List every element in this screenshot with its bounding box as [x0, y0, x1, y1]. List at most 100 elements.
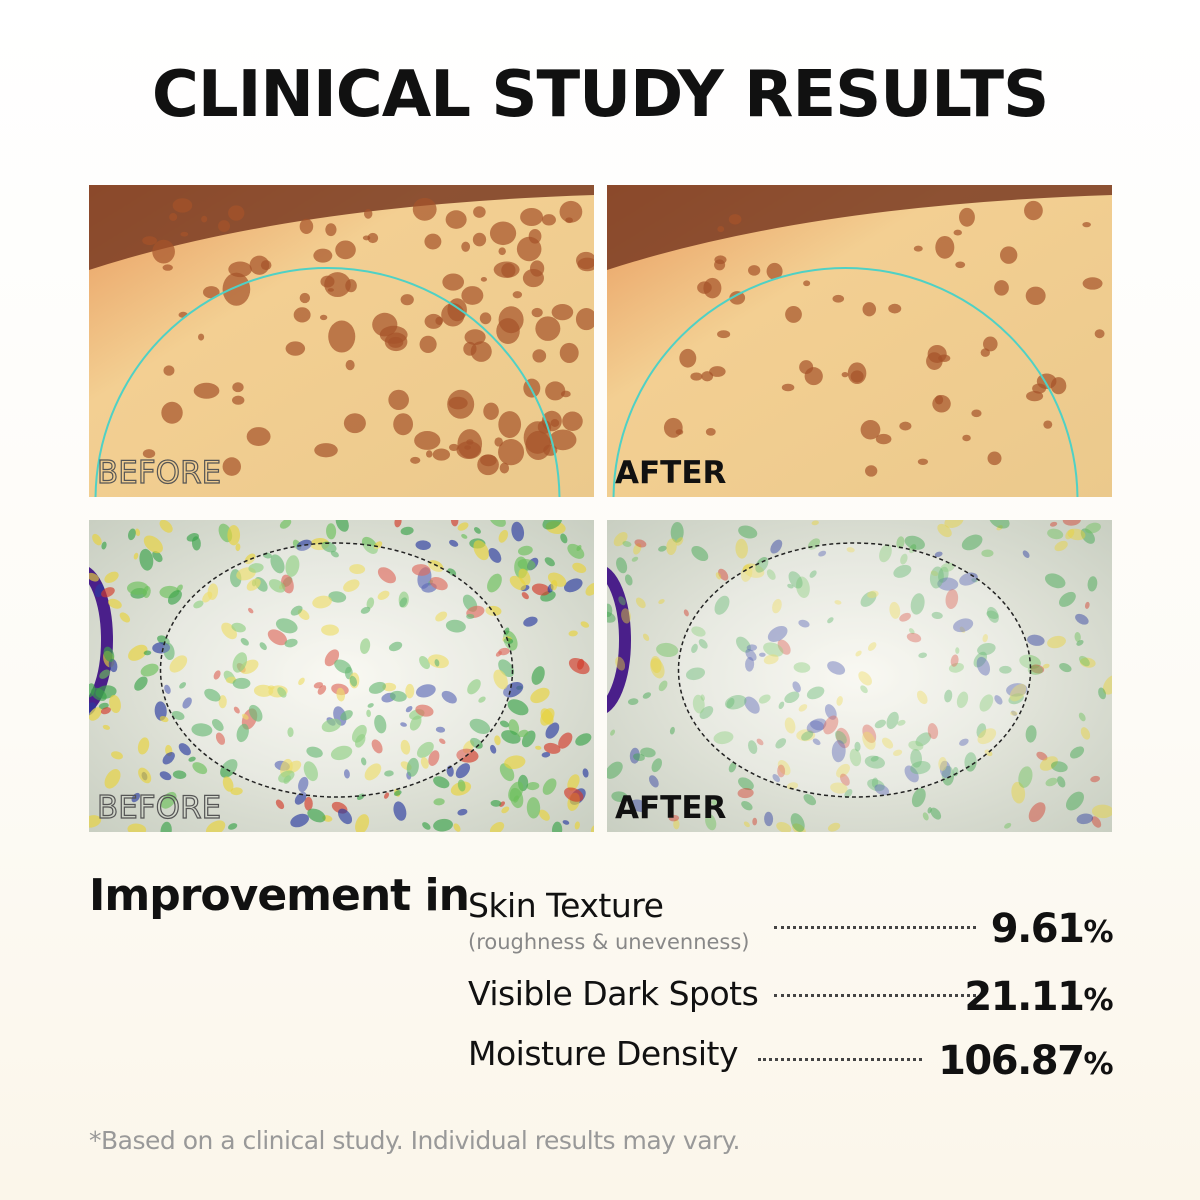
- texture: [860, 685, 868, 694]
- texture: [999, 665, 1012, 674]
- texture: [776, 822, 792, 832]
- spot: [938, 354, 951, 362]
- texture: [343, 579, 360, 592]
- spot: [461, 241, 471, 252]
- texture: [764, 811, 774, 827]
- texture: [488, 547, 502, 563]
- result-value: 106.87%: [938, 1038, 1113, 1084]
- texture: [938, 566, 949, 583]
- texture: [770, 539, 783, 554]
- spot: [480, 277, 488, 282]
- texture: [699, 706, 714, 720]
- texture: [248, 704, 263, 722]
- result-sub: (roughness & unevenness): [468, 930, 750, 954]
- texture: [971, 578, 978, 583]
- texture: [803, 794, 817, 806]
- texture: [793, 662, 811, 673]
- texture: [976, 723, 987, 739]
- texture: [918, 652, 928, 659]
- texture: [433, 818, 453, 832]
- spot: [419, 335, 437, 354]
- texture: [977, 643, 996, 656]
- texture: [669, 726, 675, 735]
- texture: [1009, 683, 1027, 702]
- texture: [987, 606, 999, 623]
- texture: [904, 765, 919, 783]
- texture: [777, 760, 791, 776]
- spot: [172, 198, 193, 213]
- texture: [108, 658, 118, 673]
- texture: [530, 687, 550, 704]
- texture: [205, 820, 226, 832]
- texture: [142, 585, 151, 599]
- texture: [162, 752, 175, 765]
- texture: [881, 737, 894, 749]
- texture: [758, 652, 766, 657]
- spot: [913, 245, 923, 252]
- texture: [827, 822, 841, 832]
- roi: [159, 542, 514, 798]
- texture: [798, 704, 808, 712]
- texture: [409, 715, 422, 731]
- texture: [658, 545, 667, 552]
- texture: [633, 753, 645, 762]
- texture: [1054, 540, 1068, 552]
- spot: [766, 262, 783, 280]
- spot: [860, 420, 881, 440]
- texture: [818, 550, 827, 557]
- texture: [89, 707, 102, 721]
- texture: [931, 611, 943, 620]
- texture: [616, 557, 628, 574]
- panel-label: BEFORE: [97, 790, 221, 826]
- spot: [971, 409, 982, 418]
- panel-label: AFTER: [615, 455, 726, 491]
- spot: [934, 395, 944, 405]
- spot: [847, 362, 867, 385]
- texture: [236, 723, 249, 743]
- texture: [89, 572, 99, 582]
- spot: [559, 200, 583, 223]
- texture: [128, 528, 136, 541]
- spot: [709, 366, 726, 377]
- texture: [862, 724, 877, 744]
- texture: [948, 662, 964, 673]
- texture: [215, 732, 226, 745]
- spot: [325, 223, 337, 237]
- spot: [228, 205, 245, 221]
- texture: [138, 767, 152, 784]
- texture: [950, 654, 959, 667]
- texture: [650, 658, 665, 679]
- texture: [501, 730, 521, 744]
- texture: [248, 563, 264, 573]
- spot: [313, 248, 333, 263]
- spot: [729, 291, 746, 305]
- texture: [455, 763, 471, 779]
- texture: [784, 691, 800, 704]
- spot: [169, 213, 178, 221]
- texture: [798, 619, 810, 628]
- texture: [420, 757, 429, 769]
- texture: [517, 545, 533, 556]
- texture: [756, 738, 764, 746]
- title: CLINICAL STUDY RESULTS: [151, 58, 1049, 132]
- texture: [1085, 522, 1101, 534]
- texture: [159, 771, 172, 781]
- texture: [740, 564, 753, 582]
- texture: [934, 551, 943, 558]
- texture: [179, 682, 187, 689]
- unit: %: [1083, 915, 1113, 950]
- texture: [550, 579, 558, 591]
- texture: [642, 692, 652, 699]
- texture: [763, 654, 779, 665]
- value: 21.11: [964, 974, 1085, 1020]
- texture: [715, 572, 722, 580]
- spot: [388, 389, 409, 410]
- texture: [691, 626, 706, 637]
- texture: [368, 681, 386, 694]
- texture: [349, 564, 366, 575]
- texture: [692, 694, 705, 714]
- texture: [489, 822, 505, 832]
- texture: [700, 694, 705, 701]
- result-name: Skin Texture: [468, 886, 664, 925]
